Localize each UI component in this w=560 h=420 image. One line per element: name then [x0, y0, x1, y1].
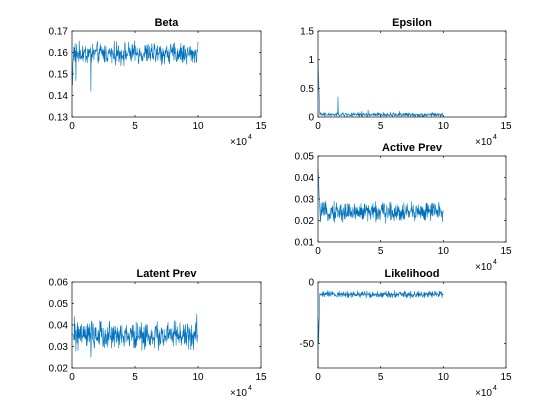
x-multiplier-label: ×10: [475, 388, 492, 399]
y-tick-label: 0.05: [295, 152, 315, 163]
y-tick-label: 0.17: [49, 27, 69, 38]
subplot-latent-prev: Latent Prev 0 5 10 15 0.02 0.03 0.04 0.05 0.06 ×10…: [49, 268, 267, 399]
x-multiplier-exponent: 4: [493, 259, 497, 266]
subplot-title: Latent Prev: [137, 268, 198, 280]
y-tick-label: 0.16: [49, 48, 69, 59]
y-tick-label: 0.5: [300, 84, 314, 95]
x-multiplier-label: ×10: [230, 388, 247, 399]
y-tick-label: 0: [308, 113, 314, 124]
y-tick-label: 0.04: [49, 321, 69, 332]
x-tick-label: 0: [69, 372, 75, 383]
x-tick-label: 5: [132, 372, 138, 383]
y-tick-label: 0.03: [295, 195, 315, 206]
subplot-title: Beta: [155, 17, 180, 29]
data-series-line: [317, 166, 444, 224]
x-tick-label: 10: [438, 372, 450, 383]
y-tick-label: 0.14: [49, 91, 69, 102]
x-tick-label: 5: [132, 121, 138, 132]
y-tick-label: 0.03: [49, 342, 69, 353]
y-tick-label: 0.15: [49, 70, 69, 81]
subplot-beta: Beta 0 5 10 15 0.13 0.14 0.15 0.16 0.17 ×10 4: [49, 17, 267, 148]
x-tick-label: 0: [69, 121, 75, 132]
x-tick-label: 15: [255, 372, 267, 383]
y-tick-label: 1: [308, 55, 314, 66]
x-tick-label: 0: [315, 121, 321, 132]
y-tick-label: 0.13: [49, 113, 69, 124]
x-multiplier-label: ×10: [475, 262, 492, 273]
x-tick-label: 15: [500, 372, 512, 383]
subplot-epsilon: Epsilon 0 5 10 15 0 0.5 1 1.5 ×10 4: [300, 17, 512, 148]
x-tick-label: 10: [438, 246, 450, 257]
x-tick-label: 0: [315, 246, 321, 257]
y-tick-label: 0.01: [295, 238, 315, 249]
subplot-active-prev: Active Prev 0 5 10 15 0.01 0.02 0.03 0.04 0.05 ×10…: [295, 142, 512, 273]
y-tick-label: 0.02: [295, 216, 315, 227]
data-series-line: [317, 290, 444, 369]
x-tick-label: 10: [192, 372, 204, 383]
subplot-likelihood: Likelihood 0 5 10 15 -50 0 ×10 4: [300, 268, 512, 399]
subplot-title: Epsilon: [392, 17, 432, 29]
x-tick-label: 10: [438, 121, 450, 132]
axes-frame: [317, 281, 507, 369]
x-multiplier-exponent: 4: [493, 134, 497, 141]
y-tick-label: 0: [308, 278, 314, 289]
x-multiplier-label: ×10: [475, 137, 492, 148]
x-tick-label: 0: [315, 372, 321, 383]
x-multiplier-label: ×10: [230, 137, 247, 148]
x-multiplier-exponent: 4: [248, 134, 252, 141]
subplot-title: Active Prev: [382, 142, 443, 154]
x-multiplier-exponent: 4: [493, 385, 497, 392]
data-series-line: [71, 40, 199, 92]
x-tick-label: 5: [378, 121, 384, 132]
y-tick-label: 1.5: [300, 27, 314, 38]
y-tick-label: 0.06: [49, 278, 69, 289]
y-tick-label: 0.02: [49, 364, 69, 375]
y-tick-label: 0.05: [49, 299, 69, 310]
x-tick-label: 15: [255, 121, 267, 132]
y-tick-label: 0.04: [295, 173, 315, 184]
x-tick-label: 15: [500, 246, 512, 257]
data-series-line: [71, 314, 199, 358]
y-tick-label: -50: [300, 339, 315, 350]
axes-frame: [317, 30, 507, 118]
subplot-title: Likelihood: [385, 268, 440, 280]
x-tick-label: 15: [500, 121, 512, 132]
x-tick-label: 5: [378, 372, 384, 383]
x-multiplier-exponent: 4: [248, 385, 252, 392]
x-tick-label: 10: [192, 121, 204, 132]
x-tick-label: 5: [378, 246, 384, 257]
